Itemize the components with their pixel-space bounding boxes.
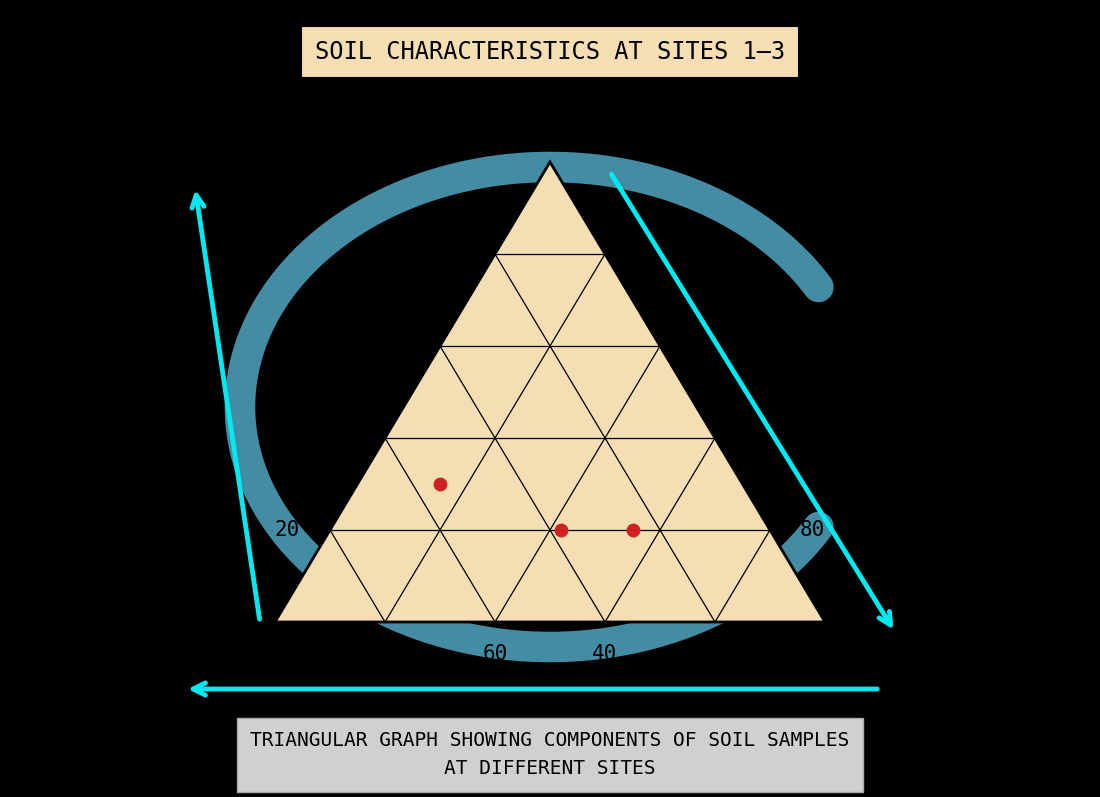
- Text: 80: 80: [800, 520, 825, 540]
- Text: 80: 80: [373, 644, 397, 664]
- Text: 20: 20: [703, 644, 727, 664]
- Text: SOIL CHARACTERISTICS AT SITES 1–3: SOIL CHARACTERISTICS AT SITES 1–3: [315, 40, 785, 64]
- Polygon shape: [275, 162, 825, 622]
- Point: [552, 524, 570, 536]
- Text: 60: 60: [385, 336, 410, 356]
- Text: 40: 40: [593, 644, 617, 664]
- Text: 60: 60: [745, 428, 770, 448]
- Text: 80: 80: [440, 244, 465, 264]
- Text: 60: 60: [483, 644, 507, 664]
- Text: 20: 20: [275, 520, 300, 540]
- Point: [624, 524, 641, 536]
- Text: 40: 40: [330, 428, 355, 448]
- Text: 40: 40: [690, 336, 715, 356]
- Point: [431, 477, 449, 490]
- Text: 20: 20: [635, 244, 660, 264]
- Text: TRIANGULAR GRAPH SHOWING COMPONENTS OF SOIL SAMPLES
AT DIFFERENT SITES: TRIANGULAR GRAPH SHOWING COMPONENTS OF S…: [251, 732, 849, 779]
